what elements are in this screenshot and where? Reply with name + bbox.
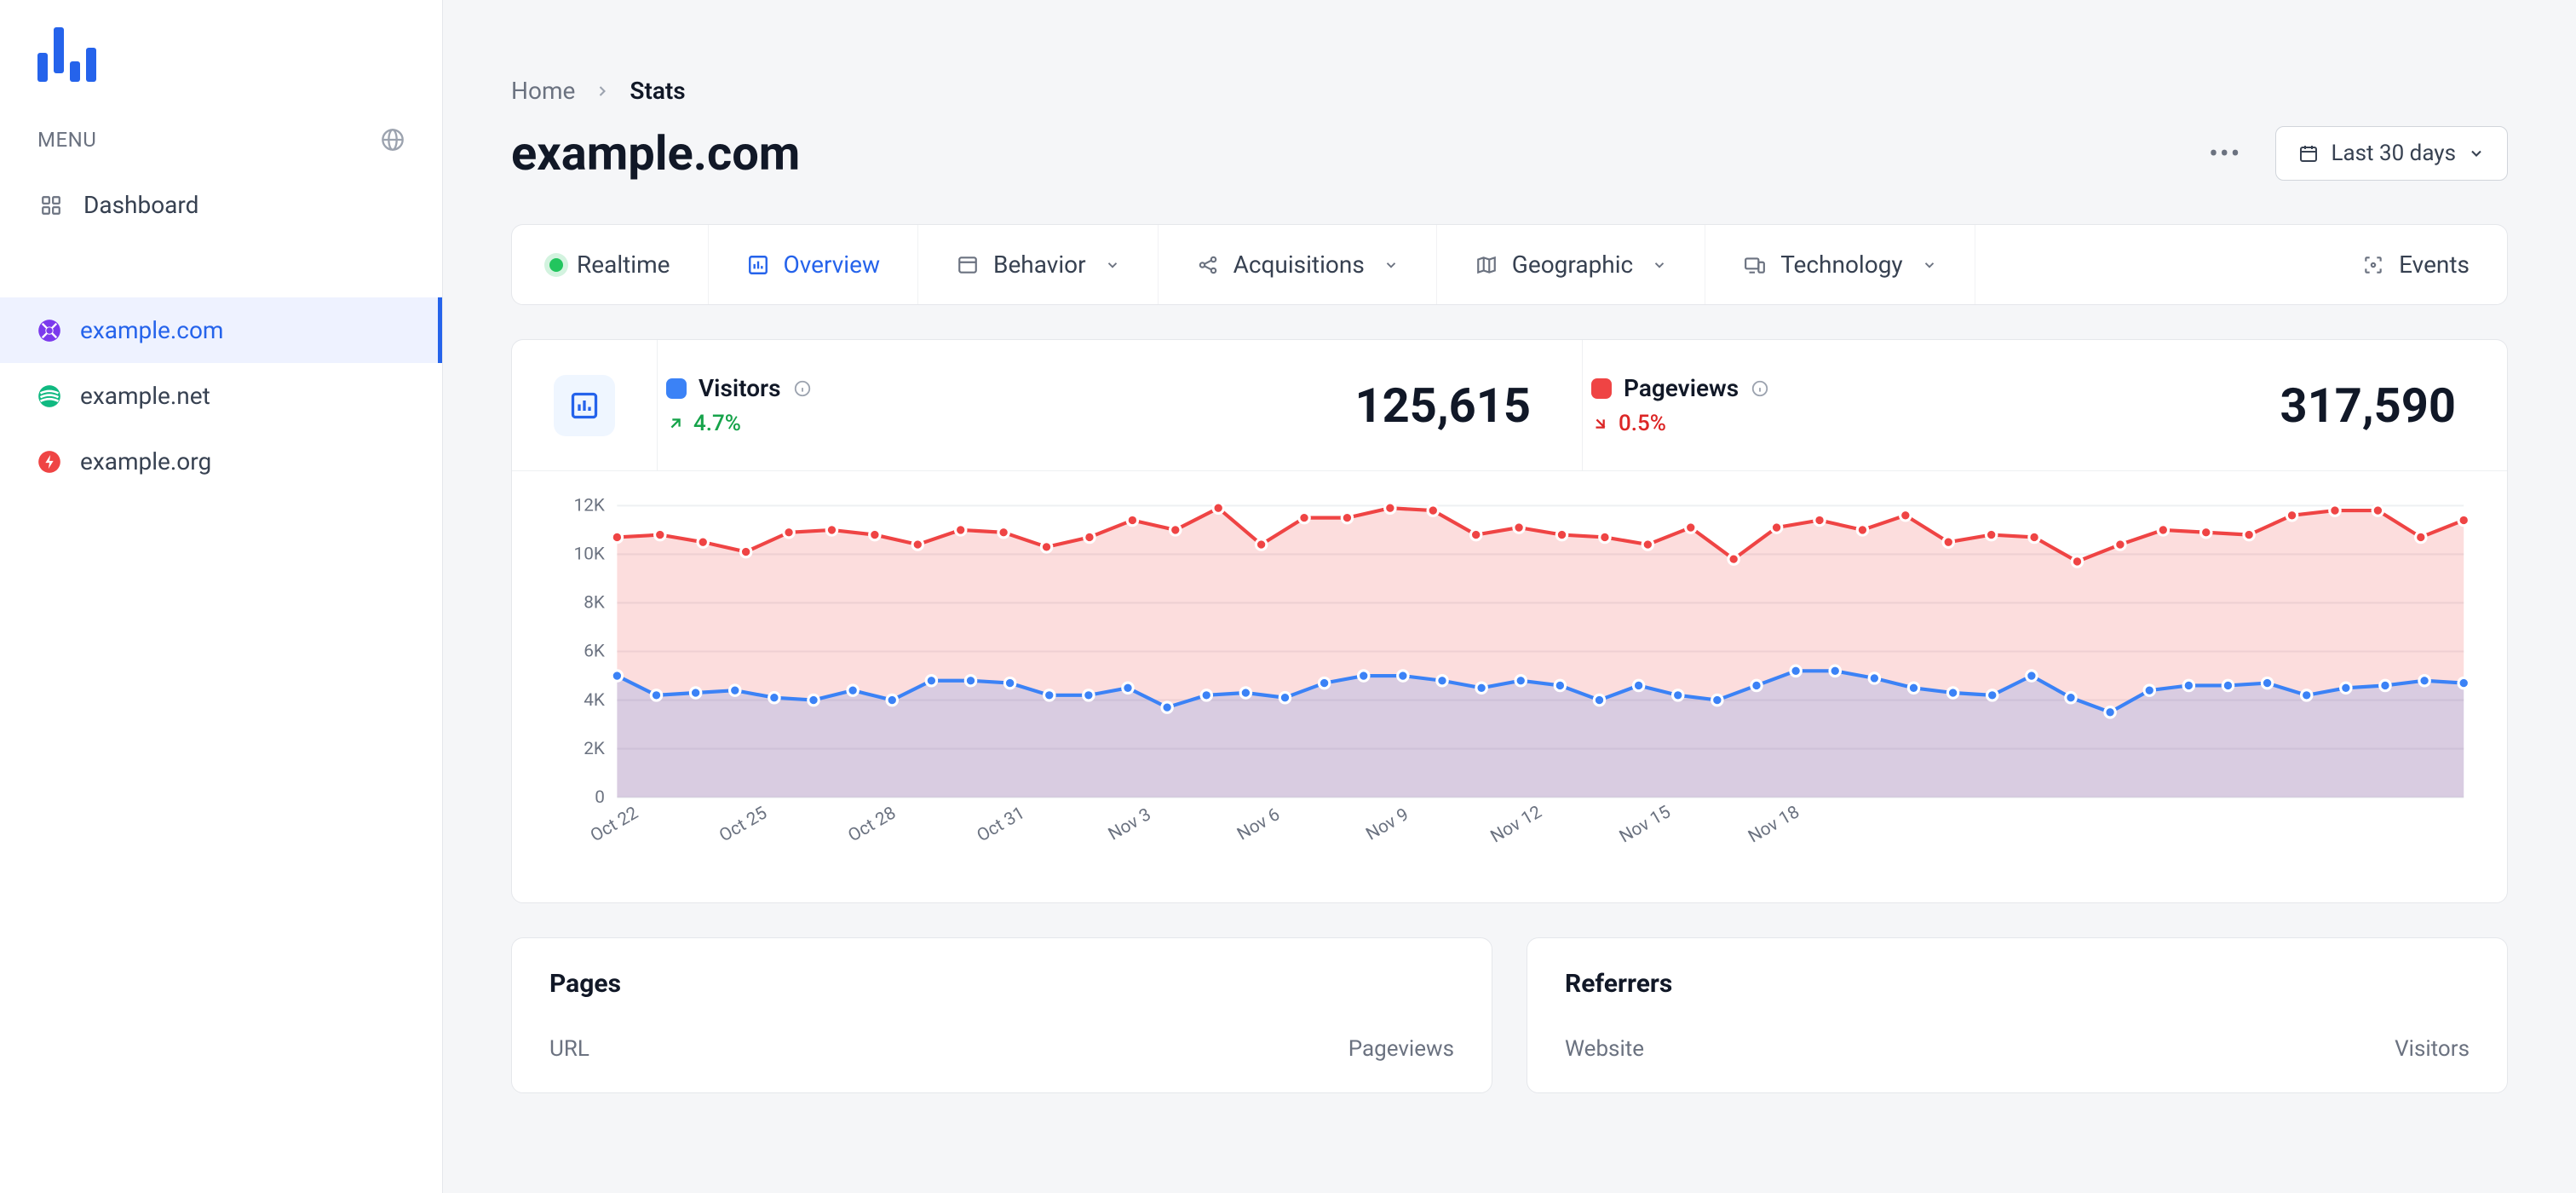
chevron-down-icon [1105, 257, 1120, 273]
sidebar-site-example-net[interactable]: example.net [0, 363, 442, 429]
sidebar-site-example-com[interactable]: example.com [0, 297, 442, 363]
globe-icon[interactable] [381, 128, 405, 152]
col-pageviews: Pageviews [1348, 1036, 1454, 1062]
bottom-row: Pages URL Pageviews Referrers Website Vi… [511, 937, 2508, 1093]
chart: 0 2K 4K 6K 8K 10K 12K Oct 22 Oct 25 Oct 28 Oct 31 N… [512, 471, 2507, 902]
svg-text:Nov 9: Nov 9 [1363, 804, 1412, 844]
page-title: example.com [511, 125, 800, 182]
svg-text:Oct 31: Oct 31 [974, 803, 1028, 846]
chevron-down-icon [2468, 145, 2485, 162]
breadcrumb: Home Stats [511, 77, 2508, 105]
svg-text:Oct 28: Oct 28 [845, 803, 900, 846]
svg-text:0: 0 [595, 787, 605, 808]
tabs: Realtime Overview Behavior Acquisition [511, 224, 2508, 305]
devices-icon [1743, 253, 1767, 277]
chevron-down-icon [1383, 257, 1399, 273]
svg-text:Nov 3: Nov 3 [1105, 804, 1154, 844]
col-website: Website [1565, 1036, 1644, 1062]
chart-icon [554, 375, 615, 436]
visitors-chip [666, 378, 687, 399]
svg-text:10K: 10K [574, 545, 606, 565]
stats-panel: Visitors 4.7% 125,615 [511, 339, 2508, 903]
site-icon [37, 384, 61, 408]
site-list: example.com example.net example.org [0, 297, 442, 494]
col-visitors: Visitors [2395, 1036, 2470, 1062]
tab-realtime[interactable]: Realtime [512, 225, 709, 304]
tab-acquisitions[interactable]: Acquisitions [1159, 225, 1437, 304]
card-title: Pages [549, 969, 1454, 999]
tab-behavior[interactable]: Behavior [918, 225, 1159, 304]
more-button[interactable]: ••• [2199, 130, 2251, 176]
stat-iconcell [512, 340, 657, 470]
date-range-button[interactable]: Last 30 days [2275, 126, 2508, 181]
arrow-down-icon [1591, 414, 1610, 433]
scan-icon [2361, 253, 2385, 277]
window-icon [956, 253, 980, 277]
stat-pageviews: Pageviews 0.5% 317,590 [1582, 340, 2507, 470]
nav-dashboard[interactable]: Dashboard [0, 172, 442, 238]
svg-text:Nov 18: Nov 18 [1745, 802, 1803, 847]
info-icon[interactable] [1751, 379, 1769, 398]
menu-header: MENU [0, 116, 442, 172]
card-referrers: Referrers Website Visitors [1527, 937, 2508, 1093]
main: Home Stats example.com ••• Last 30 days [443, 0, 2576, 1193]
stat-row: Visitors 4.7% 125,615 [512, 340, 2507, 471]
svg-text:2K: 2K [584, 739, 606, 759]
stat-value: 317,590 [2280, 377, 2456, 434]
site-icon [37, 319, 61, 343]
svg-text:8K: 8K [584, 593, 606, 614]
menu-label: MENU [37, 128, 96, 152]
stat-visitors: Visitors 4.7% 125,615 [657, 340, 1582, 470]
calendar-icon [2298, 143, 2319, 164]
pageviews-chip [1591, 378, 1612, 399]
svg-text:4K: 4K [584, 690, 606, 711]
sidebar-site-example-org[interactable]: example.org [0, 429, 442, 494]
breadcrumb-current: Stats [630, 77, 685, 105]
site-icon [37, 450, 61, 474]
arrow-up-icon [666, 414, 685, 433]
bar-chart-icon [746, 253, 770, 277]
grid-icon [37, 192, 65, 219]
map-icon [1475, 253, 1498, 277]
logo[interactable] [0, 26, 442, 116]
svg-text:Nov 15: Nov 15 [1616, 802, 1674, 847]
col-url: URL [549, 1036, 589, 1062]
sidebar: MENU Dashboard example.comexample.netexa… [0, 0, 443, 1193]
svg-text:6K: 6K [584, 642, 606, 662]
site-label: example.org [80, 447, 211, 475]
chevron-down-icon [1652, 257, 1667, 273]
tab-events[interactable]: Events [2324, 225, 2507, 304]
delta-down: 0.5% [1591, 411, 1769, 436]
svg-text:Nov 12: Nov 12 [1487, 802, 1545, 847]
card-title: Referrers [1565, 969, 2470, 999]
tab-technology[interactable]: Technology [1705, 225, 1975, 304]
stat-label: Pageviews [1624, 374, 1739, 402]
stat-label: Visitors [699, 374, 781, 402]
svg-text:Oct 22: Oct 22 [587, 803, 641, 846]
nav-dashboard-label: Dashboard [83, 191, 198, 219]
chevron-right-icon [594, 83, 611, 100]
site-label: example.com [80, 316, 223, 344]
info-icon[interactable] [793, 379, 812, 398]
breadcrumb-home[interactable]: Home [511, 77, 575, 105]
date-range-label: Last 30 days [2331, 141, 2456, 166]
svg-text:Nov 6: Nov 6 [1234, 804, 1284, 844]
tab-overview[interactable]: Overview [709, 225, 919, 304]
share-icon [1196, 253, 1220, 277]
svg-text:Oct 25: Oct 25 [716, 803, 770, 846]
stat-value: 125,615 [1354, 377, 1531, 434]
svg-text:12K: 12K [574, 497, 606, 516]
tab-geographic[interactable]: Geographic [1437, 225, 1705, 304]
chevron-down-icon [1922, 257, 1937, 273]
card-pages: Pages URL Pageviews [511, 937, 1492, 1093]
delta-up: 4.7% [666, 411, 812, 436]
pulse-icon [549, 258, 563, 272]
line-chart: 0 2K 4K 6K 8K 10K 12K Oct 22 Oct 25 Oct 28 Oct 31 N… [538, 497, 2481, 868]
site-label: example.net [80, 382, 210, 410]
